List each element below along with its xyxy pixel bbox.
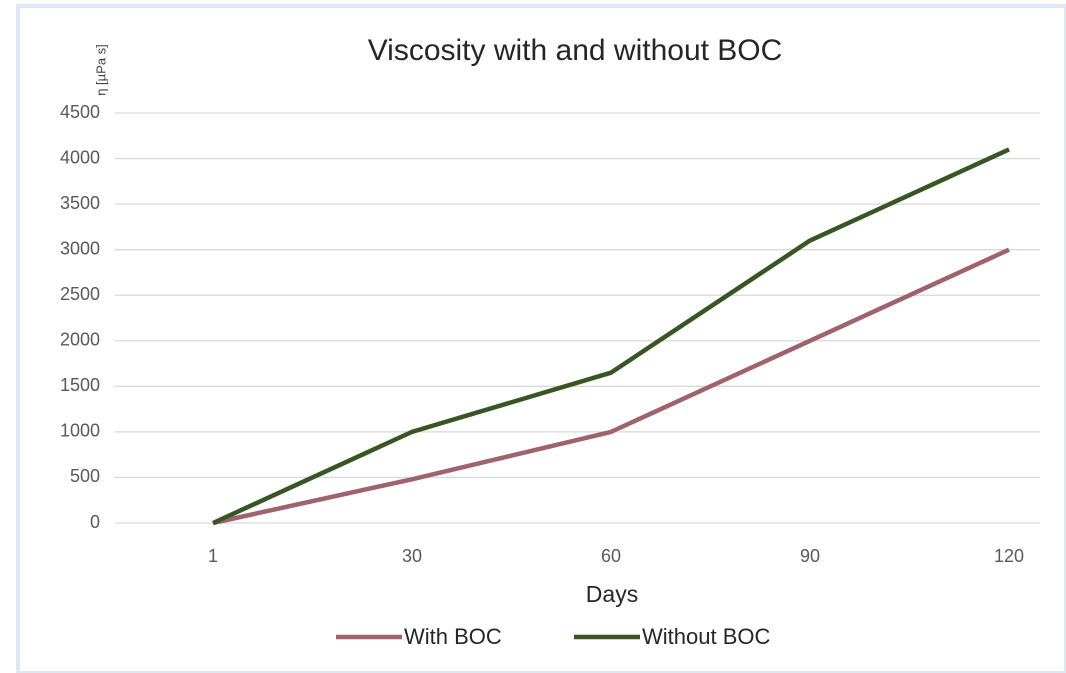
y-tick-label: 1500 [60,375,100,395]
y-tick-label: 4000 [60,147,100,167]
series-line [212,247,1010,526]
legend-label: Without BOC [642,624,770,649]
x-tick-label: 1 [208,546,218,566]
y-tick-label: 2500 [60,284,100,304]
x-tick-label: 120 [994,546,1024,566]
y-tick-label: 3000 [60,238,100,258]
x-tick-label: 90 [800,546,820,566]
series-line [212,147,1010,526]
chart-title: Viscosity with and without BOC [368,34,783,67]
chart-frame [16,4,1066,673]
y-axis-label: η [µPa s] [93,44,108,96]
y-tick-label: 3500 [60,193,100,213]
y-tick-label: 500 [70,466,100,486]
y-tick-label: 2000 [60,330,100,350]
y-tick-label: 0 [90,512,100,532]
x-axis-label: Days [586,581,638,607]
x-tick-label: 30 [402,546,422,566]
y-tick-label: 1000 [60,421,100,441]
x-tick-label: 60 [601,546,621,566]
legend-label: With BOC [404,624,502,649]
y-tick-label: 4500 [60,102,100,122]
